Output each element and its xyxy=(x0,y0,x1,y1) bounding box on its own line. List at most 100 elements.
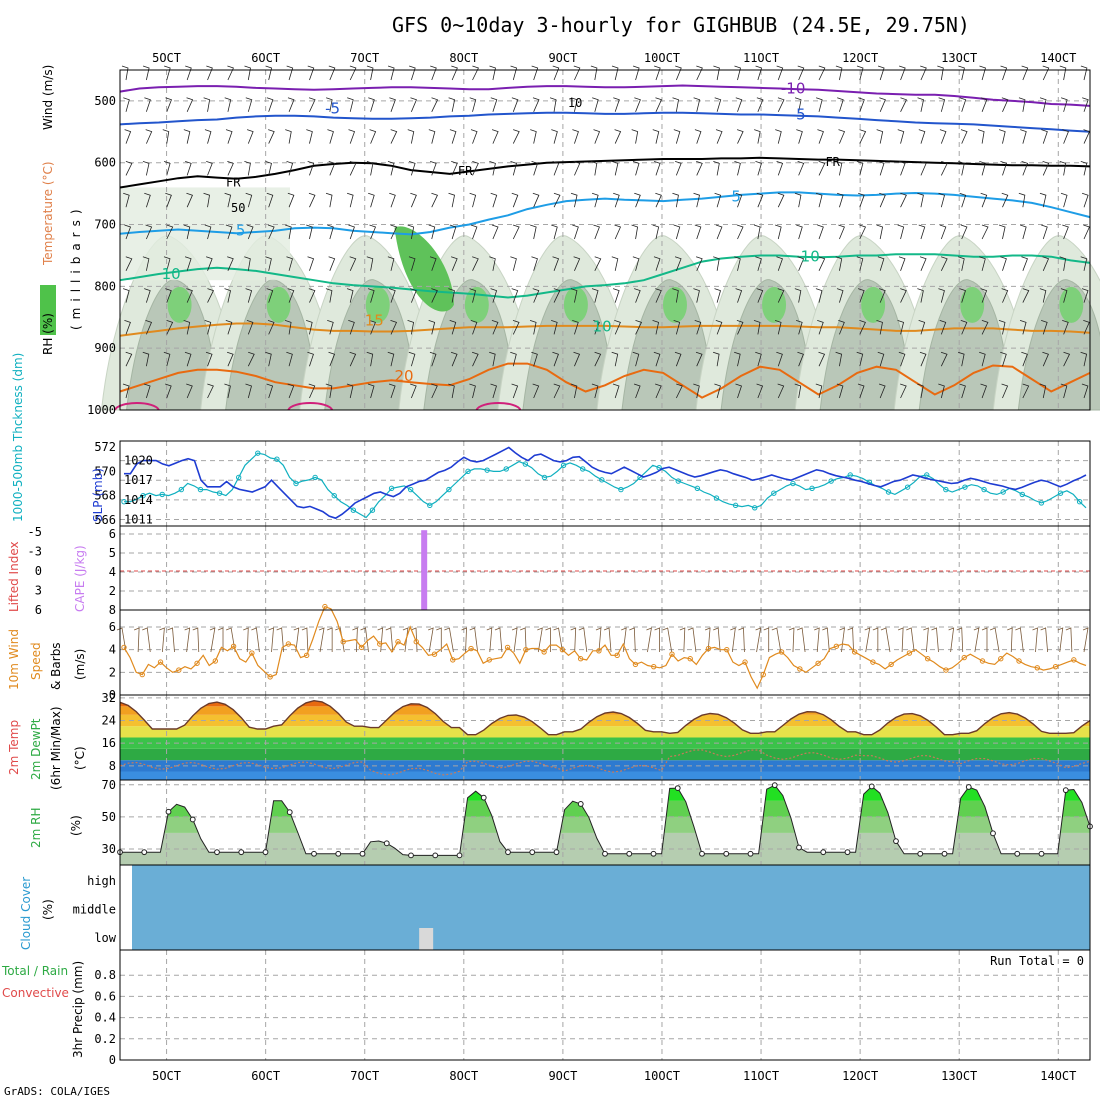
wind-barb xyxy=(594,256,602,271)
wind-barb xyxy=(122,288,130,303)
wind-barb xyxy=(715,129,723,144)
wind-barb xyxy=(145,129,153,144)
precip-ytick: 0.6 xyxy=(94,989,116,1003)
wind-barb xyxy=(206,65,213,81)
wind-barb xyxy=(142,256,150,271)
x-tick-bottom: 10OCT xyxy=(644,1069,680,1083)
wind-barb xyxy=(1080,256,1088,271)
wind-barb xyxy=(736,129,744,144)
wind-barb xyxy=(245,192,253,208)
rh-ylabel-unit: (%) xyxy=(69,815,83,836)
wind-barb xyxy=(655,383,662,399)
wind-barb xyxy=(672,288,679,303)
wind-barb xyxy=(1001,97,1009,112)
wind-barb xyxy=(408,161,416,176)
wind-speed-point xyxy=(121,644,127,651)
x-tick-bottom: 9OCT xyxy=(548,1069,577,1083)
wind-barb xyxy=(1001,383,1009,399)
wind-barb xyxy=(838,320,845,335)
li-ytick: 0 xyxy=(35,564,42,578)
ua-ytick: 700 xyxy=(94,218,116,232)
wind-barb xyxy=(449,320,457,335)
wind-barb xyxy=(348,224,355,240)
wind-barb xyxy=(977,129,985,144)
wind-barb xyxy=(1042,65,1050,81)
wind-barb xyxy=(225,224,233,240)
rh-point xyxy=(480,794,487,801)
temp-line xyxy=(119,699,1091,736)
wind-barb xyxy=(594,351,602,367)
thickness-point xyxy=(618,486,624,493)
wind-barb xyxy=(1021,161,1029,176)
wind-barb xyxy=(142,65,150,81)
rh-ytick: 50 xyxy=(102,810,116,824)
rh-point xyxy=(917,850,924,857)
wind-barb xyxy=(390,224,398,240)
wind-barb xyxy=(266,288,274,303)
wind-barb xyxy=(776,161,784,176)
wind-speed-point xyxy=(468,645,474,652)
thickness-point xyxy=(484,467,490,473)
wind-barb xyxy=(672,192,679,208)
wind-barb xyxy=(366,65,374,81)
wind-speed-point xyxy=(267,674,273,680)
surface-wind-barb xyxy=(704,627,711,653)
wind-barb xyxy=(266,383,274,399)
thickness-point xyxy=(1038,500,1045,506)
wind-barb xyxy=(367,288,375,303)
rh-point xyxy=(456,852,463,859)
thk-ytick: 572 xyxy=(94,440,116,454)
surface-wind-barb xyxy=(469,627,479,653)
wind-barb xyxy=(877,256,885,271)
wind-barb xyxy=(979,351,986,367)
wind-barb xyxy=(573,161,581,176)
wind-barb xyxy=(777,383,785,399)
rh-point xyxy=(408,852,414,859)
thickness-point xyxy=(522,461,529,467)
thk-ytick: 566 xyxy=(94,513,116,527)
thickness-point xyxy=(924,472,930,478)
wind-barb xyxy=(163,351,171,367)
dewpoint-line xyxy=(119,749,1091,776)
wind-barb xyxy=(346,383,354,399)
wind-barb xyxy=(265,351,272,367)
wind-barb xyxy=(755,351,762,367)
wind-ylabel-b: Speed xyxy=(29,642,43,680)
wind-barb xyxy=(775,224,782,240)
wind-barb xyxy=(917,97,925,112)
x-tick-bottom: 14OCT xyxy=(1040,1069,1076,1083)
surface-wind-barb xyxy=(763,627,770,652)
wind-speed-point xyxy=(888,661,894,668)
surface-wind-barb xyxy=(537,627,543,653)
surface-wind-barb xyxy=(159,627,165,653)
thickness-point xyxy=(675,478,681,484)
cloud-ylabel-unit: (%) xyxy=(41,899,55,920)
rh-point xyxy=(990,830,996,837)
wind-barb xyxy=(510,161,517,176)
wind-barb xyxy=(1081,192,1089,208)
wind-barb xyxy=(938,192,946,208)
wind-barb xyxy=(266,97,274,112)
wind-barb xyxy=(1080,351,1088,367)
wind-barb xyxy=(675,383,683,399)
wind-barb xyxy=(489,65,496,81)
wind-barb xyxy=(714,192,722,208)
wind-barb xyxy=(919,351,927,367)
wind-barb xyxy=(714,288,721,303)
wind-barb xyxy=(1059,256,1067,271)
wind-barb xyxy=(1062,320,1069,335)
wind-barb xyxy=(307,65,315,81)
x-tick-top: 7OCT xyxy=(350,51,379,65)
thickness-point xyxy=(465,468,471,475)
wind-barb xyxy=(367,383,375,399)
wind-speed-point xyxy=(559,646,566,653)
wind-barb xyxy=(469,97,477,112)
wind-barb xyxy=(613,192,620,208)
wind-barb xyxy=(448,288,455,303)
wind-barb xyxy=(1081,288,1089,303)
wind-barb xyxy=(205,351,213,367)
wind-barb xyxy=(431,288,438,303)
wind-ytick: 6 xyxy=(109,620,116,634)
wind-barb xyxy=(531,65,539,81)
wind-speed-point xyxy=(797,666,803,672)
